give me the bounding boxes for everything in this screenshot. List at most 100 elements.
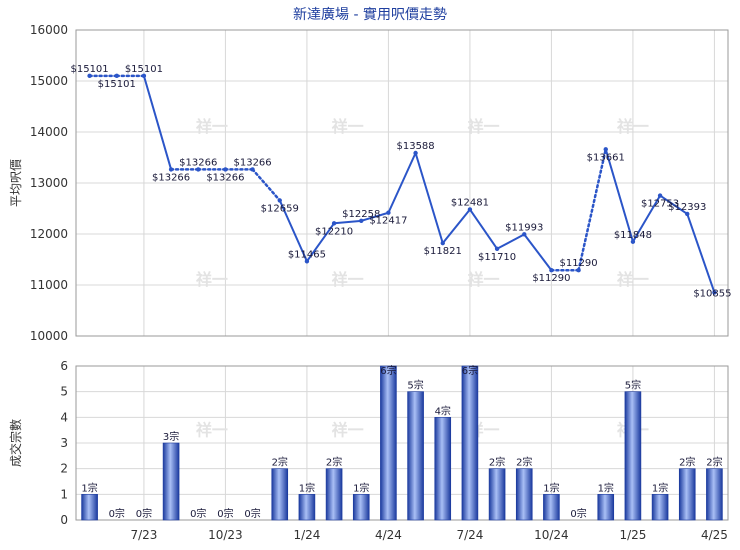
price-label: $15101 [98, 79, 136, 90]
volume-bar [298, 494, 316, 521]
price-point [549, 268, 554, 273]
price-line-segment [604, 149, 634, 243]
volume-label: 5宗 [407, 379, 423, 392]
price-point [603, 147, 608, 152]
y-tick-label: 11000 [30, 278, 68, 292]
price-point [331, 221, 337, 226]
price-label: $13661 [587, 152, 625, 163]
price-label: $15101 [125, 64, 163, 75]
price-line-segment [278, 199, 308, 262]
price-line-segment [523, 233, 553, 271]
price-label: $11290 [559, 258, 597, 269]
volume-label: 2宗 [679, 456, 695, 469]
plot-frame [75, 365, 729, 521]
price-label: $12481 [451, 197, 489, 208]
price-line-segment [360, 211, 389, 222]
price-point [277, 198, 282, 203]
volume-bar [597, 494, 615, 521]
y-tick-label: 14000 [30, 125, 68, 139]
watermark: 祥一 [196, 117, 228, 136]
watermark: 祥一 [332, 270, 364, 289]
volume-label: 0宗 [570, 507, 586, 520]
volume-label: 2宗 [326, 456, 342, 469]
volume-bar [624, 391, 642, 521]
price-point [630, 239, 636, 244]
volume-bar [325, 468, 343, 521]
volume-bar [461, 365, 479, 521]
volume-label: 6宗 [462, 364, 478, 377]
watermark: 祥一 [196, 270, 228, 289]
price-point [467, 207, 473, 212]
y-tick-label: 4 [60, 410, 68, 424]
price-point [712, 290, 717, 295]
volume-label: 4宗 [435, 404, 451, 417]
x-tick-label: 10/24 [534, 528, 569, 542]
x-tick-label: 4/24 [375, 528, 402, 542]
y-tick-label: 16000 [30, 23, 68, 37]
price-point [250, 167, 255, 172]
volume-bar [271, 468, 289, 521]
price-label: $13266 [206, 172, 244, 183]
x-tick-label: 10/23 [208, 528, 243, 542]
price-point [359, 218, 364, 224]
price-label: $12258 [342, 209, 380, 220]
price-line-chart: 10000110001200013000140001500016000祥一祥一祥… [9, 23, 732, 343]
watermark: 祥一 [617, 270, 649, 289]
price-line-segment [632, 195, 661, 243]
price-point [168, 167, 174, 172]
watermark: 祥一 [196, 420, 228, 439]
price-point [685, 211, 690, 217]
volume-label: 1宗 [353, 481, 369, 494]
volume-label: 0宗 [136, 507, 152, 520]
volume-label: 1宗 [652, 481, 668, 494]
price-line-segment [387, 152, 417, 214]
price-label: $15101 [70, 64, 108, 75]
volume-bar [706, 468, 723, 521]
price-line-segment [441, 208, 471, 244]
volume-bar [380, 365, 397, 521]
y-axis-title: 平均呎價 [9, 159, 23, 207]
volume-label: 3宗 [163, 430, 179, 443]
volume-bar [352, 494, 370, 521]
y-tick-label: 15000 [30, 74, 68, 88]
y-tick-label: 10000 [30, 329, 68, 343]
price-point [386, 210, 391, 215]
y-axis-title: 成交宗數 [8, 419, 23, 467]
x-tick-label: 1/25 [619, 528, 646, 542]
watermark: 祥一 [467, 117, 499, 136]
volume-bar [81, 494, 98, 521]
price-label: $12753 [641, 199, 679, 210]
volume-bar [515, 468, 533, 521]
volume-bar [678, 468, 696, 521]
price-line-segment [251, 168, 281, 202]
volume-label: 2宗 [516, 456, 532, 469]
volume-label: 5宗 [625, 379, 641, 392]
volume-label: 0宗 [109, 507, 125, 520]
price-label: $11710 [478, 252, 516, 263]
price-label: $11290 [532, 273, 570, 284]
y-tick-label: 13000 [30, 176, 68, 190]
volume-label: 0宗 [217, 507, 233, 520]
price-label: $10855 [693, 288, 731, 299]
volume-bar [434, 417, 452, 521]
price-label: $12210 [315, 226, 353, 237]
price-line-segment [142, 75, 173, 170]
volume-bar [651, 494, 669, 521]
x-tick-label: 7/23 [130, 528, 157, 542]
volume-label: 0宗 [190, 507, 206, 520]
y-tick-label: 1 [60, 487, 68, 501]
watermark: 祥一 [617, 117, 649, 136]
y-tick-label: 0 [60, 513, 68, 527]
price-point [522, 232, 527, 237]
x-tick-label: 1/24 [293, 528, 320, 542]
price-label: $12659 [261, 203, 299, 214]
price-label: $11848 [614, 230, 652, 241]
price-point [576, 268, 581, 273]
plot-frame [75, 29, 729, 337]
price-point [196, 167, 201, 172]
price-line-segment [469, 208, 498, 250]
price-point [657, 193, 663, 198]
price-point [304, 259, 310, 264]
price-label: $12417 [369, 216, 407, 227]
price-label: $11821 [424, 246, 462, 257]
